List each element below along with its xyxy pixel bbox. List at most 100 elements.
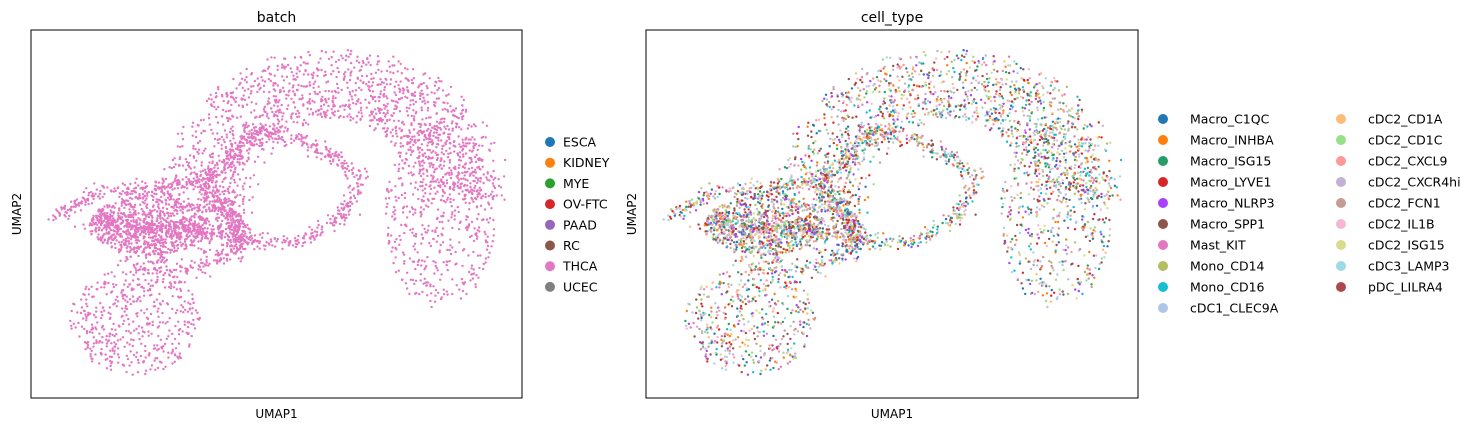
data-point <box>158 292 161 296</box>
data-point <box>404 157 408 161</box>
data-point <box>442 181 445 184</box>
data-point <box>277 128 280 132</box>
data-point <box>119 217 123 221</box>
data-point <box>465 215 468 218</box>
data-point <box>835 144 839 147</box>
data-point <box>435 129 439 132</box>
data-point <box>266 232 269 235</box>
data-point <box>103 211 106 215</box>
data-point <box>382 95 385 98</box>
data-point <box>417 197 420 201</box>
data-point <box>178 238 182 241</box>
data-point <box>201 217 205 220</box>
data-point <box>473 227 476 230</box>
data-point <box>471 198 474 201</box>
data-point <box>466 142 470 145</box>
data-point <box>120 204 123 207</box>
data-point <box>484 195 487 199</box>
data-point <box>807 177 811 180</box>
data-point <box>212 186 215 189</box>
data-point <box>292 84 295 87</box>
data-point <box>220 135 224 139</box>
data-point <box>973 86 976 90</box>
data-point <box>370 113 374 116</box>
data-point <box>122 364 126 367</box>
data-point <box>168 317 171 320</box>
data-point <box>1036 106 1039 109</box>
data-point <box>410 123 413 127</box>
data-point <box>157 221 161 225</box>
data-point <box>472 250 475 254</box>
data-point <box>101 314 104 317</box>
data-point <box>232 171 235 174</box>
data-point <box>84 348 87 351</box>
data-point <box>153 347 157 350</box>
data-point <box>430 305 433 309</box>
data-point <box>181 145 184 148</box>
data-point <box>427 141 430 144</box>
data-point <box>163 212 166 215</box>
data-point <box>241 247 245 251</box>
data-point <box>420 109 424 112</box>
data-point <box>223 198 226 201</box>
data-point <box>464 152 468 155</box>
legend-marker <box>545 137 555 147</box>
data-point <box>160 190 164 193</box>
data-point <box>215 161 219 165</box>
data-point <box>182 125 185 129</box>
data-point <box>430 91 433 94</box>
data-point <box>395 199 398 202</box>
data-point <box>243 144 246 147</box>
data-point <box>179 202 183 206</box>
data-point <box>441 117 444 120</box>
data-point <box>243 89 247 92</box>
data-point <box>239 193 242 197</box>
data-point <box>313 150 317 153</box>
data-point <box>421 100 424 103</box>
data-point <box>976 74 979 78</box>
data-point <box>112 283 115 286</box>
data-point <box>240 222 243 225</box>
data-point <box>231 233 235 236</box>
data-point <box>134 186 138 190</box>
data-point <box>456 154 460 157</box>
data-point <box>156 366 160 370</box>
data-point <box>486 235 489 238</box>
data-point <box>110 271 113 274</box>
data-point <box>107 281 110 285</box>
data-point <box>227 158 231 161</box>
data-point <box>453 184 456 187</box>
data-point <box>429 285 432 288</box>
data-point <box>191 307 194 310</box>
data-point <box>248 130 251 133</box>
data-point <box>491 197 495 201</box>
data-point <box>484 240 488 244</box>
data-point <box>192 147 195 150</box>
data-point <box>332 70 335 73</box>
data-point <box>800 168 803 171</box>
data-point <box>166 211 169 215</box>
data-point <box>186 267 189 270</box>
data-point <box>459 185 462 188</box>
data-point <box>448 161 452 164</box>
data-point <box>410 114 413 118</box>
data-point <box>172 198 175 201</box>
data-point <box>207 184 211 187</box>
data-point <box>266 112 269 115</box>
data-point <box>130 361 133 364</box>
data-point <box>342 215 345 218</box>
data-point <box>169 219 173 223</box>
data-point <box>394 246 397 250</box>
data-point <box>110 342 113 345</box>
data-point <box>209 275 212 278</box>
data-point <box>425 129 429 132</box>
data-point <box>191 244 194 247</box>
data-point <box>319 57 322 60</box>
data-point <box>277 111 281 114</box>
data-point <box>126 218 129 222</box>
data-point <box>472 272 476 275</box>
data-point <box>479 180 482 183</box>
data-point <box>434 264 437 268</box>
data-point <box>149 236 153 239</box>
data-point <box>179 209 182 212</box>
